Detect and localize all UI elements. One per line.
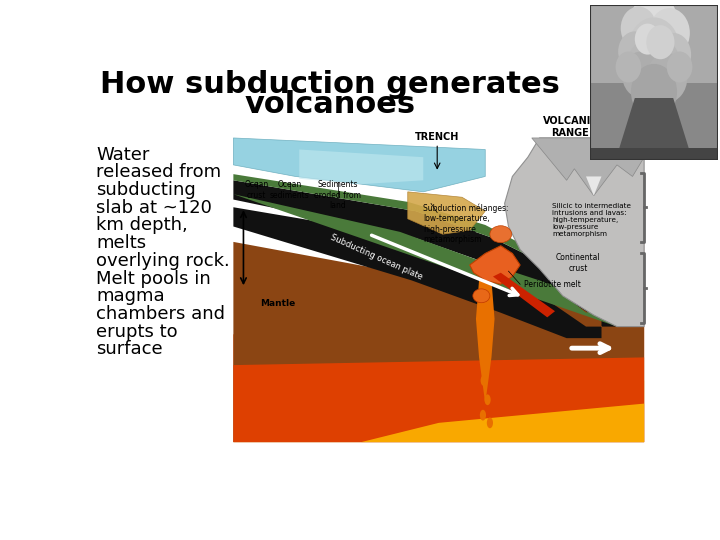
Polygon shape — [233, 327, 644, 442]
Text: Subduction mélanges:
low-temperature,
high-pressure
metamorphism: Subduction mélanges: low-temperature, hi… — [423, 204, 509, 244]
Text: Melt pools in: Melt pools in — [96, 269, 211, 288]
Text: slab at ~120: slab at ~120 — [96, 199, 212, 217]
Polygon shape — [233, 138, 485, 192]
Text: Ocean
crust: Ocean crust — [245, 180, 269, 200]
Polygon shape — [233, 174, 617, 327]
Text: volcanoes: volcanoes — [245, 90, 416, 119]
Text: subducting: subducting — [96, 181, 196, 199]
Text: overlying rock.: overlying rock. — [96, 252, 230, 270]
Text: Sediments
eroded from
land: Sediments eroded from land — [315, 180, 361, 210]
Circle shape — [667, 51, 693, 83]
Circle shape — [655, 33, 691, 76]
Ellipse shape — [490, 226, 512, 242]
Text: Mantle: Mantle — [261, 299, 296, 308]
Text: Peridotite melt: Peridotite melt — [524, 280, 581, 289]
Circle shape — [622, 51, 660, 98]
Ellipse shape — [481, 375, 487, 386]
Bar — [590, 5, 718, 83]
Text: Continental
crust: Continental crust — [556, 253, 600, 273]
Text: VOLCANIC
RANGE: VOLCANIC RANGE — [543, 116, 598, 138]
Circle shape — [631, 64, 677, 120]
Ellipse shape — [480, 410, 486, 421]
Circle shape — [647, 25, 675, 59]
Polygon shape — [505, 138, 644, 327]
Bar — [590, 147, 718, 160]
Text: Water: Water — [96, 146, 150, 164]
Ellipse shape — [487, 417, 493, 428]
Text: Subducting ocean plate: Subducting ocean plate — [329, 233, 424, 282]
Polygon shape — [233, 180, 617, 338]
Circle shape — [616, 51, 642, 83]
Text: Ocean
sediments: Ocean sediments — [270, 180, 310, 200]
Polygon shape — [233, 357, 644, 442]
Polygon shape — [616, 98, 693, 160]
Text: melts: melts — [96, 234, 146, 252]
Text: TRENCH: TRENCH — [415, 132, 459, 142]
Text: chambers and: chambers and — [96, 305, 225, 323]
Circle shape — [626, 36, 682, 104]
Polygon shape — [586, 177, 601, 195]
Ellipse shape — [485, 394, 490, 405]
Circle shape — [649, 8, 690, 58]
Circle shape — [618, 31, 652, 72]
Polygon shape — [493, 273, 555, 318]
Circle shape — [629, 17, 680, 79]
Ellipse shape — [473, 289, 490, 303]
Text: surface: surface — [96, 340, 163, 359]
Text: How subduction generates: How subduction generates — [100, 70, 560, 98]
Circle shape — [647, 53, 688, 103]
Polygon shape — [300, 150, 423, 184]
Circle shape — [631, 0, 677, 49]
Text: Silicic to intermediate
intrusions and lavas:
high-temperature,
low-pressure
met: Silicic to intermediate intrusions and l… — [552, 204, 631, 238]
Polygon shape — [476, 280, 495, 403]
Circle shape — [635, 24, 660, 55]
Polygon shape — [361, 403, 644, 442]
Text: released from: released from — [96, 164, 221, 181]
Polygon shape — [233, 242, 644, 442]
Polygon shape — [469, 246, 520, 284]
Text: km depth,: km depth, — [96, 217, 188, 234]
Polygon shape — [408, 192, 485, 234]
Circle shape — [621, 6, 657, 50]
Polygon shape — [233, 381, 644, 442]
Text: erupts to: erupts to — [96, 323, 178, 341]
Polygon shape — [532, 138, 644, 195]
Text: magma: magma — [96, 287, 165, 305]
